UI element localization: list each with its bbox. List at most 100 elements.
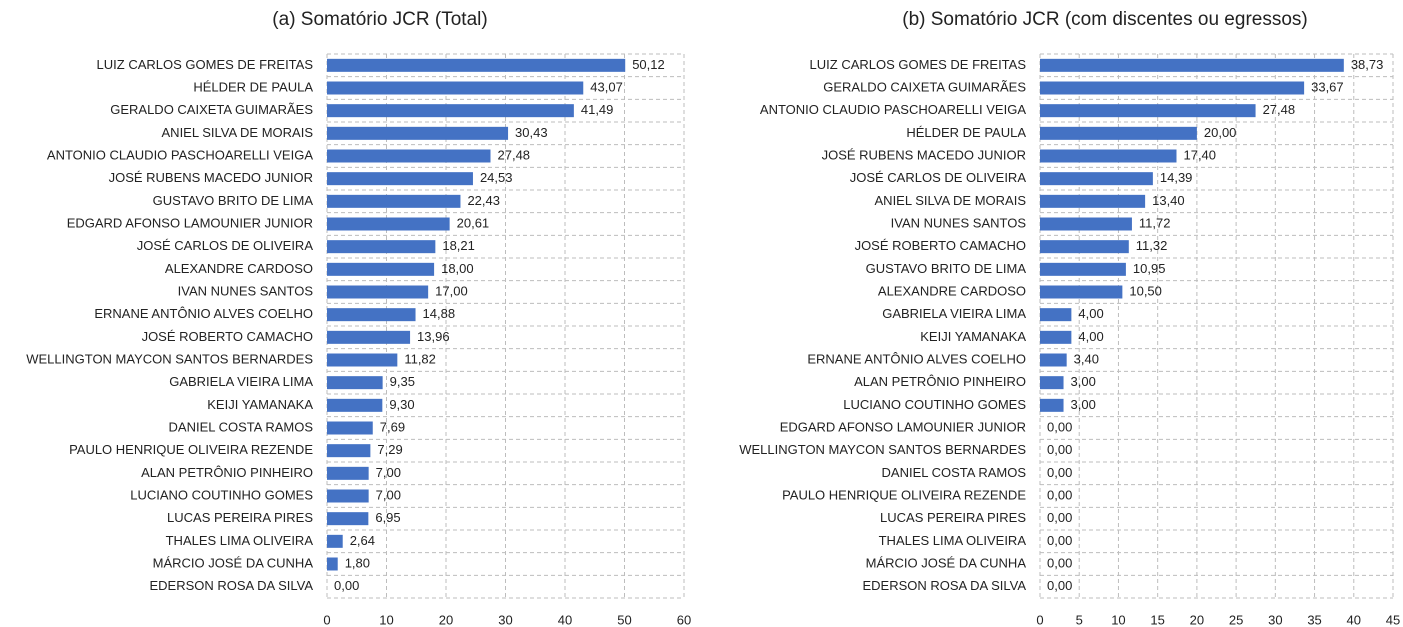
bar [1040, 217, 1132, 231]
value-label: 17,40 [1183, 147, 1216, 162]
value-label: 6,95 [375, 510, 400, 525]
category-label: WELLINGTON MAYCON SANTOS BERNARDES [26, 351, 313, 366]
bar [327, 172, 473, 186]
bar [1040, 194, 1146, 208]
bar [1040, 58, 1344, 72]
bar [1040, 149, 1177, 163]
category-label: ERNANE ANTÔNIO ALVES COELHO [807, 351, 1026, 366]
x-tick-label: 10 [379, 612, 393, 627]
bar [327, 398, 383, 412]
value-label: 3,00 [1071, 397, 1096, 412]
value-label: 14,88 [423, 306, 456, 321]
value-label: 11,72 [1139, 215, 1171, 230]
value-label: 3,00 [1071, 374, 1096, 389]
value-label: 0,00 [1047, 487, 1072, 502]
x-tick-label: 50 [617, 612, 631, 627]
category-label: LUIZ CARLOS GOMES DE FREITAS [97, 57, 314, 72]
category-label: GABRIELA VIEIRA LIMA [169, 374, 313, 389]
value-label: 4,00 [1078, 329, 1103, 344]
value-label: 0,00 [1047, 510, 1072, 525]
category-label: EDGARD AFONSO LAMOUNIER JUNIOR [780, 419, 1026, 434]
value-label: 18,21 [442, 238, 475, 253]
x-tick-label: 20 [1190, 612, 1204, 627]
value-label: 38,73 [1351, 57, 1384, 72]
bar [327, 444, 371, 458]
value-label: 13,96 [417, 329, 450, 344]
value-label: 20,61 [457, 215, 490, 230]
category-label: THALES LIMA OLIVEIRA [166, 533, 314, 548]
value-label: 11,82 [404, 351, 436, 366]
bar [327, 217, 450, 231]
value-label: 20,00 [1204, 125, 1237, 140]
category-label: HÉLDER DE PAULA [193, 79, 313, 94]
bar [327, 240, 436, 254]
category-label: THALES LIMA OLIVEIRA [879, 533, 1027, 548]
bar [1040, 376, 1064, 390]
value-label: 22,43 [467, 193, 500, 208]
value-label: 7,00 [376, 465, 401, 480]
value-label: 0,00 [1047, 578, 1072, 593]
category-label: JOSÉ CARLOS DE OLIVEIRA [137, 238, 314, 253]
bar [1040, 398, 1064, 412]
bar [327, 104, 574, 118]
bar [1040, 126, 1197, 140]
bar [1040, 172, 1153, 186]
bar [1040, 104, 1256, 118]
category-label: JOSÉ CARLOS DE OLIVEIRA [850, 170, 1027, 185]
category-label: ERNANE ANTÔNIO ALVES COELHO [94, 306, 313, 321]
bar [1040, 262, 1126, 276]
bar [327, 376, 383, 390]
bar [327, 489, 369, 503]
category-label: PAULO HENRIQUE OLIVEIRA REZENDE [782, 487, 1026, 502]
value-label: 4,00 [1078, 306, 1103, 321]
category-label: GUSTAVO BRITO DE LIMA [866, 261, 1027, 276]
category-label: GERALDO CAIXETA GUIMARÃES [823, 79, 1026, 94]
value-label: 0,00 [1047, 465, 1072, 480]
value-label: 27,48 [498, 147, 531, 162]
category-label: MÁRCIO JOSÉ DA CUNHA [866, 555, 1027, 570]
bar [327, 421, 373, 435]
bar [1040, 240, 1129, 254]
x-tick-label: 45 [1386, 612, 1400, 627]
x-tick-label: 30 [498, 612, 512, 627]
value-label: 13,40 [1152, 193, 1185, 208]
category-label: LUCIANO COUTINHO GOMES [130, 487, 313, 502]
category-label: EDERSON ROSA DA SILVA [862, 578, 1026, 593]
bar [1040, 353, 1067, 367]
category-label: KEIJI YAMANAKA [207, 397, 313, 412]
category-label: GABRIELA VIEIRA LIMA [882, 306, 1026, 321]
x-tick-label: 5 [1076, 612, 1083, 627]
x-tick-label: 35 [1307, 612, 1321, 627]
chart-title: (a) Somatório JCR (Total) [272, 9, 487, 30]
value-label: 7,69 [380, 419, 405, 434]
x-tick-label: 0 [323, 612, 330, 627]
bar [327, 512, 369, 526]
value-label: 3,40 [1074, 351, 1099, 366]
bar [327, 194, 461, 208]
value-label: 27,48 [1263, 102, 1296, 117]
category-label: ANTONIO CLAUDIO PASCHOARELLI VEIGA [760, 102, 1026, 117]
value-label: 7,00 [376, 487, 401, 502]
bar [1040, 285, 1123, 299]
x-tick-label: 15 [1150, 612, 1164, 627]
bar [327, 534, 343, 548]
value-label: 24,53 [480, 170, 513, 185]
value-label: 7,29 [377, 442, 402, 457]
bar [1040, 81, 1305, 95]
category-label: ALEXANDRE CARDOSO [165, 261, 313, 276]
category-label: JOSÉ ROBERTO CAMACHO [855, 238, 1026, 253]
x-tick-label: 20 [439, 612, 453, 627]
category-label: LUCAS PEREIRA PIRES [167, 510, 313, 525]
category-label: ANTONIO CLAUDIO PASCHOARELLI VEIGA [47, 147, 313, 162]
bar [1040, 330, 1072, 344]
bar [327, 262, 435, 276]
value-label: 0,00 [1047, 533, 1072, 548]
value-label: 10,95 [1133, 261, 1166, 276]
category-label: JOSÉ ROBERTO CAMACHO [142, 329, 313, 344]
category-label: JOSÉ RUBENS MACEDO JUNIOR [109, 170, 313, 185]
value-label: 17,00 [435, 283, 468, 298]
bar [327, 308, 416, 322]
category-label: LUCIANO COUTINHO GOMES [843, 397, 1026, 412]
bar [327, 126, 509, 140]
